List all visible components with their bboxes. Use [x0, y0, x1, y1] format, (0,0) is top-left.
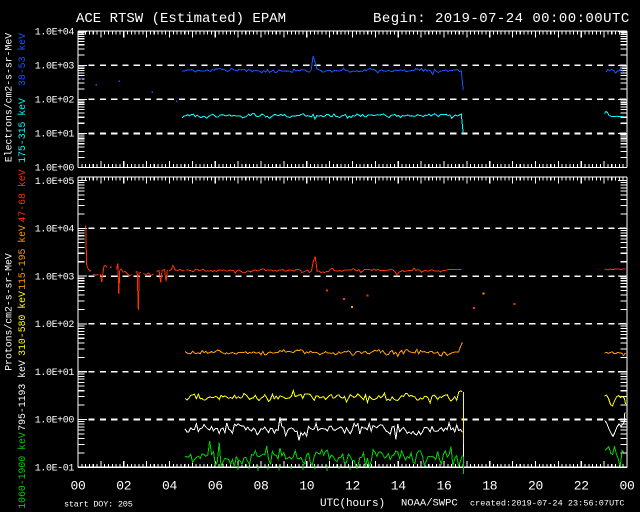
svg-text:310-580 keV: 310-580 keV [17, 291, 28, 356]
svg-text:06: 06 [208, 479, 223, 494]
svg-text:UTC(hours): UTC(hours) [320, 498, 385, 510]
svg-text:14: 14 [391, 479, 407, 494]
svg-text:Protons/cm2-s-sr-MeV: Protons/cm2-s-sr-MeV [4, 253, 15, 371]
svg-text:1.0E+01: 1.0E+01 [35, 368, 75, 379]
svg-text:47-68 keV: 47-68 keV [17, 169, 28, 222]
svg-text:1.0E+05: 1.0E+05 [35, 177, 75, 188]
svg-text:1.0E+04: 1.0E+04 [35, 27, 75, 38]
svg-text:Electrons/cm2-s-sr-MeV: Electrons/cm2-s-sr-MeV [4, 33, 15, 162]
svg-text:1.0E+00: 1.0E+00 [35, 416, 75, 427]
svg-text:1.0E+04: 1.0E+04 [35, 225, 75, 236]
svg-text:02: 02 [116, 479, 131, 494]
svg-text:115-195 keV: 115-195 keV [17, 225, 28, 290]
svg-text:10: 10 [299, 479, 314, 494]
svg-text:1.0E-01: 1.0E-01 [35, 464, 75, 475]
svg-text:38-53 keV: 38-53 keV [17, 33, 28, 86]
svg-text:Begin: 2019-07-24 00:00:00UTC: Begin: 2019-07-24 00:00:00UTC [373, 11, 630, 27]
svg-text:795-1193 keV: 795-1193 keV [17, 360, 28, 431]
svg-text:04: 04 [162, 479, 178, 494]
svg-text:1.0E+01: 1.0E+01 [35, 130, 75, 141]
svg-text:08: 08 [253, 479, 268, 494]
svg-text:18: 18 [482, 479, 497, 494]
svg-text:20: 20 [528, 479, 543, 494]
svg-text:1060-1900 keV: 1060-1900 keV [17, 432, 28, 509]
svg-text:ACE RTSW (Estimated) EPAM: ACE RTSW (Estimated) EPAM [76, 11, 286, 27]
svg-text:12: 12 [345, 479, 360, 494]
svg-text:22: 22 [574, 479, 589, 494]
svg-text:1.0E+00: 1.0E+00 [35, 164, 75, 175]
svg-text:1.0E+03: 1.0E+03 [35, 272, 75, 283]
svg-text:1.0E+02: 1.0E+02 [35, 320, 75, 331]
svg-text:created:2019-07-24 23:56:07UTC: created:2019-07-24 23:56:07UTC [470, 499, 625, 509]
svg-text:start DOY: 205: start DOY: 205 [64, 500, 133, 510]
svg-text:1.0E+03: 1.0E+03 [35, 62, 75, 73]
svg-text:16: 16 [436, 479, 451, 494]
svg-text:NOAA/SWPC: NOAA/SWPC [401, 498, 458, 510]
svg-text:00: 00 [619, 479, 634, 494]
svg-text:1.0E+02: 1.0E+02 [35, 96, 75, 107]
svg-text:00: 00 [70, 479, 85, 494]
svg-text:175-315 keV: 175-315 keV [17, 98, 28, 163]
